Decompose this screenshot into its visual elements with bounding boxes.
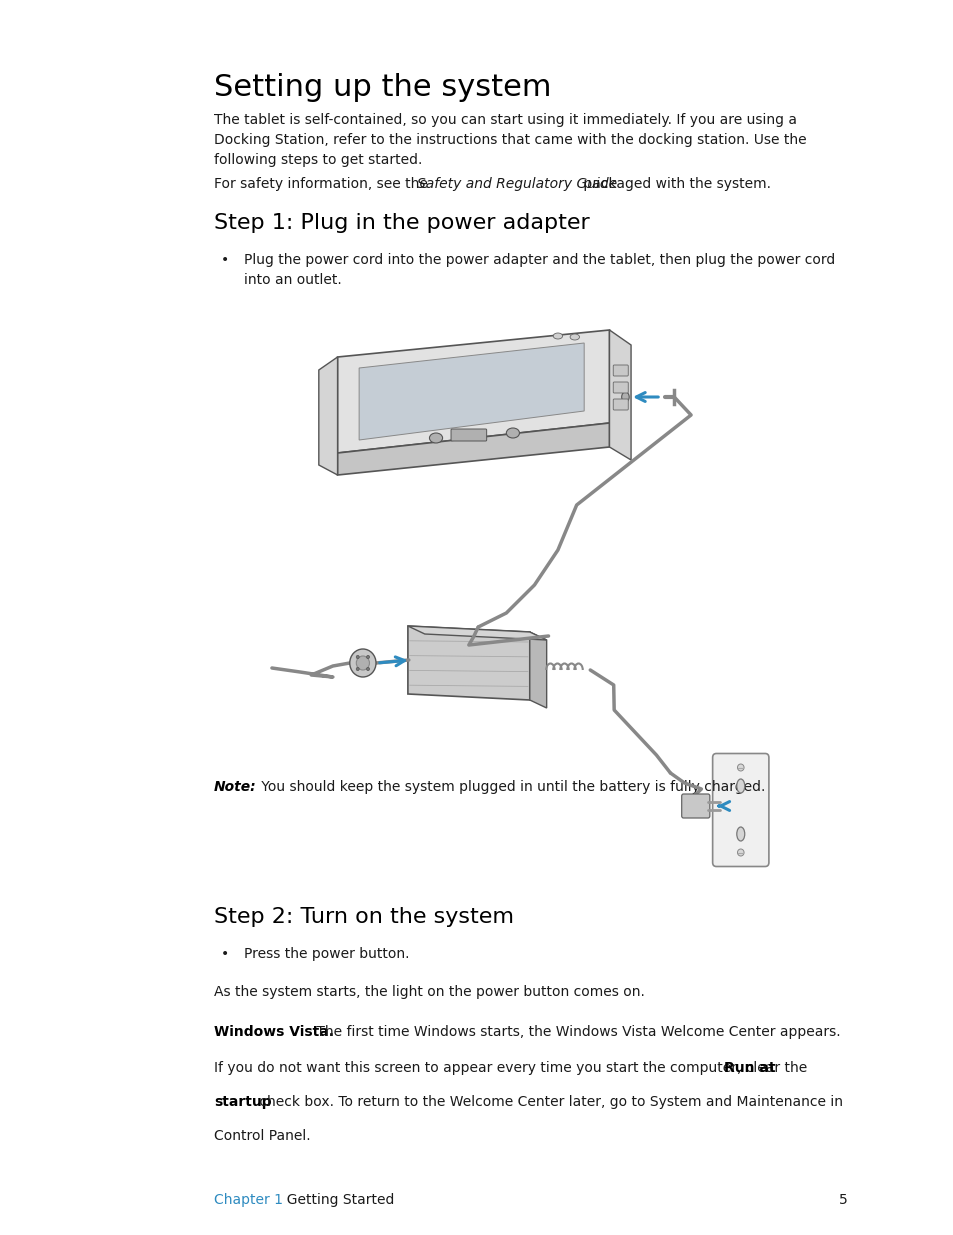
Circle shape [366,667,369,671]
Polygon shape [337,330,609,453]
FancyBboxPatch shape [681,794,709,818]
Text: You should keep the system plugged in until the battery is fully charged.: You should keep the system plugged in un… [256,781,764,794]
Text: •: • [221,253,230,267]
Text: If you do not want this screen to appear every time you start the computer, clea: If you do not want this screen to appear… [213,1061,811,1074]
Ellipse shape [429,433,442,443]
Text: Step 2: Turn on the system: Step 2: Turn on the system [213,906,514,927]
Text: Step 1: Plug in the power adapter: Step 1: Plug in the power adapter [213,212,589,233]
Ellipse shape [506,429,519,438]
Text: Press the power button.: Press the power button. [244,947,409,961]
FancyBboxPatch shape [613,382,628,393]
Polygon shape [358,343,583,440]
Polygon shape [318,357,337,475]
Ellipse shape [736,827,744,841]
Text: Plug the power cord into the power adapter and the tablet, then plug the power c: Plug the power cord into the power adapt… [244,253,834,287]
Ellipse shape [553,333,562,338]
Text: Note:: Note: [213,781,256,794]
Polygon shape [408,626,529,700]
Text: Control Panel.: Control Panel. [213,1129,310,1144]
Text: Getting Started: Getting Started [277,1193,394,1207]
FancyBboxPatch shape [613,366,628,375]
Text: check box. To return to the Welcome Center later, go to System and Maintenance i: check box. To return to the Welcome Cent… [254,1095,842,1109]
Ellipse shape [621,391,629,403]
FancyBboxPatch shape [451,429,486,441]
Text: Chapter 1: Chapter 1 [213,1193,282,1207]
Polygon shape [609,330,630,459]
Text: Windows Vista.: Windows Vista. [213,1025,334,1039]
Polygon shape [408,626,546,640]
Circle shape [737,764,743,771]
Ellipse shape [736,779,744,793]
Text: •: • [221,947,230,961]
Text: Setting up the system: Setting up the system [213,73,551,103]
Polygon shape [529,632,546,708]
Polygon shape [337,424,609,475]
Circle shape [350,650,375,677]
Circle shape [355,656,359,658]
Text: Run at: Run at [723,1061,775,1074]
Circle shape [356,656,369,671]
Text: The first time Windows starts, the Windows Vista Welcome Center appears.: The first time Windows starts, the Windo… [312,1025,840,1039]
FancyBboxPatch shape [613,399,628,410]
Text: 5: 5 [838,1193,847,1207]
Circle shape [737,848,743,856]
Circle shape [366,656,369,658]
Text: For safety information, see the: For safety information, see the [213,177,432,191]
Ellipse shape [570,333,578,340]
Text: As the system starts, the light on the power button comes on.: As the system starts, the light on the p… [213,986,644,999]
Text: startup: startup [213,1095,272,1109]
Text: packaged with the system.: packaged with the system. [578,177,770,191]
Text: Safety and Regulatory Guide: Safety and Regulatory Guide [416,177,617,191]
Text: The tablet is self-contained, so you can start using it immediately. If you are : The tablet is self-contained, so you can… [213,112,805,167]
FancyBboxPatch shape [712,753,768,867]
Circle shape [355,667,359,671]
